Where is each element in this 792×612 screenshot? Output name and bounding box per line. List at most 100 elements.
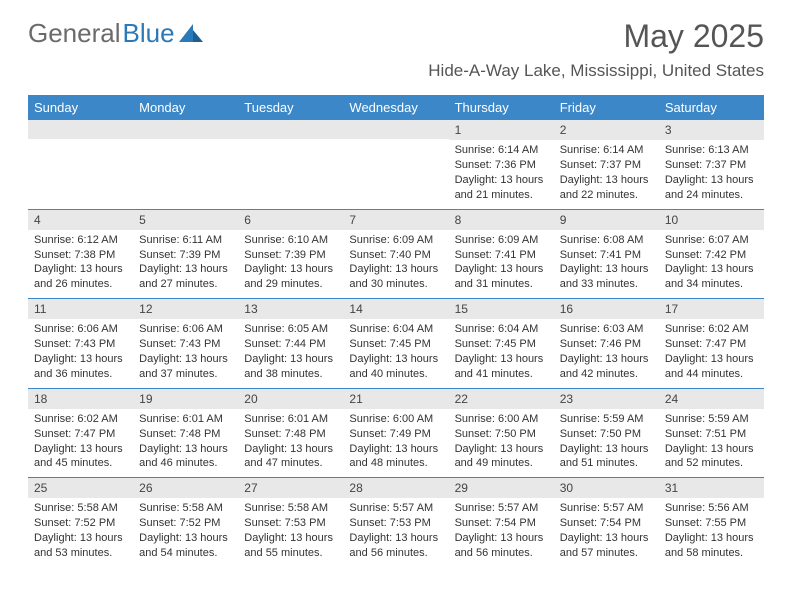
day-number	[28, 120, 133, 139]
day-cell: 18Sunrise: 6:02 AMSunset: 7:47 PMDayligh…	[28, 389, 133, 478]
day-cell: 24Sunrise: 5:59 AMSunset: 7:51 PMDayligh…	[659, 389, 764, 478]
sunset-text: Sunset: 7:43 PM	[34, 337, 127, 352]
sunset-text: Sunset: 7:37 PM	[560, 158, 653, 173]
logo: GeneralBlue	[28, 18, 205, 49]
day-number: 13	[238, 299, 343, 319]
day-header-saturday: Saturday	[659, 95, 764, 120]
day-number: 26	[133, 478, 238, 498]
month-title: May 2025	[428, 18, 764, 55]
day-number: 7	[343, 210, 448, 230]
day-cell: 16Sunrise: 6:03 AMSunset: 7:46 PMDayligh…	[554, 299, 659, 388]
day-cell: 26Sunrise: 5:58 AMSunset: 7:52 PMDayligh…	[133, 478, 238, 567]
daylight1-text: Daylight: 13 hours	[244, 352, 337, 367]
day-content: Sunrise: 5:59 AMSunset: 7:50 PMDaylight:…	[554, 409, 659, 477]
day-number: 29	[449, 478, 554, 498]
day-number	[238, 120, 343, 139]
day-content: Sunrise: 6:03 AMSunset: 7:46 PMDaylight:…	[554, 319, 659, 387]
day-cell	[238, 120, 343, 209]
daylight2-text: and 36 minutes.	[34, 367, 127, 382]
day-content: Sunrise: 6:04 AMSunset: 7:45 PMDaylight:…	[343, 319, 448, 387]
daylight1-text: Daylight: 13 hours	[560, 173, 653, 188]
sunrise-text: Sunrise: 6:14 AM	[455, 143, 548, 158]
day-number: 15	[449, 299, 554, 319]
daylight1-text: Daylight: 13 hours	[455, 442, 548, 457]
day-cell	[343, 120, 448, 209]
sunrise-text: Sunrise: 6:08 AM	[560, 233, 653, 248]
sunrise-text: Sunrise: 6:02 AM	[665, 322, 758, 337]
daylight1-text: Daylight: 13 hours	[665, 173, 758, 188]
header: GeneralBlue May 2025 Hide-A-Way Lake, Mi…	[0, 0, 792, 87]
day-cell: 2Sunrise: 6:14 AMSunset: 7:37 PMDaylight…	[554, 120, 659, 209]
day-content: Sunrise: 6:09 AMSunset: 7:41 PMDaylight:…	[449, 230, 554, 298]
daylight2-text: and 29 minutes.	[244, 277, 337, 292]
day-cell: 1Sunrise: 6:14 AMSunset: 7:36 PMDaylight…	[449, 120, 554, 209]
day-cell: 28Sunrise: 5:57 AMSunset: 7:53 PMDayligh…	[343, 478, 448, 567]
day-cell: 3Sunrise: 6:13 AMSunset: 7:37 PMDaylight…	[659, 120, 764, 209]
day-number: 6	[238, 210, 343, 230]
day-number: 1	[449, 120, 554, 140]
sunset-text: Sunset: 7:54 PM	[560, 516, 653, 531]
day-number	[133, 120, 238, 139]
daylight1-text: Daylight: 13 hours	[349, 531, 442, 546]
day-cell: 23Sunrise: 5:59 AMSunset: 7:50 PMDayligh…	[554, 389, 659, 478]
day-content: Sunrise: 5:57 AMSunset: 7:54 PMDaylight:…	[554, 498, 659, 566]
day-number: 24	[659, 389, 764, 409]
day-number: 12	[133, 299, 238, 319]
sunset-text: Sunset: 7:41 PM	[560, 248, 653, 263]
sunset-text: Sunset: 7:44 PM	[244, 337, 337, 352]
daylight2-text: and 56 minutes.	[455, 546, 548, 561]
daylight1-text: Daylight: 13 hours	[349, 442, 442, 457]
sunset-text: Sunset: 7:54 PM	[455, 516, 548, 531]
daylight2-text: and 49 minutes.	[455, 456, 548, 471]
sunrise-text: Sunrise: 5:57 AM	[560, 501, 653, 516]
day-number: 20	[238, 389, 343, 409]
day-content: Sunrise: 6:04 AMSunset: 7:45 PMDaylight:…	[449, 319, 554, 387]
daylight2-text: and 30 minutes.	[349, 277, 442, 292]
sunrise-text: Sunrise: 6:03 AM	[560, 322, 653, 337]
day-number: 8	[449, 210, 554, 230]
day-content: Sunrise: 5:58 AMSunset: 7:52 PMDaylight:…	[133, 498, 238, 566]
day-content: Sunrise: 6:05 AMSunset: 7:44 PMDaylight:…	[238, 319, 343, 387]
sunset-text: Sunset: 7:53 PM	[244, 516, 337, 531]
day-content: Sunrise: 6:01 AMSunset: 7:48 PMDaylight:…	[238, 409, 343, 477]
daylight2-text: and 24 minutes.	[665, 188, 758, 203]
daylight2-text: and 31 minutes.	[455, 277, 548, 292]
daylight1-text: Daylight: 13 hours	[34, 352, 127, 367]
daylight2-text: and 41 minutes.	[455, 367, 548, 382]
day-number: 9	[554, 210, 659, 230]
daylight2-text: and 55 minutes.	[244, 546, 337, 561]
day-content: Sunrise: 5:57 AMSunset: 7:53 PMDaylight:…	[343, 498, 448, 566]
day-number: 30	[554, 478, 659, 498]
sunset-text: Sunset: 7:55 PM	[665, 516, 758, 531]
sunrise-text: Sunrise: 5:59 AM	[665, 412, 758, 427]
day-content: Sunrise: 6:00 AMSunset: 7:49 PMDaylight:…	[343, 409, 448, 477]
week-row: 4Sunrise: 6:12 AMSunset: 7:38 PMDaylight…	[28, 209, 764, 299]
day-number: 27	[238, 478, 343, 498]
week-row: 25Sunrise: 5:58 AMSunset: 7:52 PMDayligh…	[28, 477, 764, 567]
sunset-text: Sunset: 7:51 PM	[665, 427, 758, 442]
daylight1-text: Daylight: 13 hours	[455, 352, 548, 367]
daylight1-text: Daylight: 13 hours	[560, 262, 653, 277]
logo-text-gray: General	[28, 18, 121, 49]
daylight1-text: Daylight: 13 hours	[244, 262, 337, 277]
daylight1-text: Daylight: 13 hours	[139, 531, 232, 546]
daylight2-text: and 22 minutes.	[560, 188, 653, 203]
sunrise-text: Sunrise: 5:58 AM	[34, 501, 127, 516]
day-header-tuesday: Tuesday	[238, 95, 343, 120]
day-cell: 27Sunrise: 5:58 AMSunset: 7:53 PMDayligh…	[238, 478, 343, 567]
daylight1-text: Daylight: 13 hours	[455, 531, 548, 546]
daylight1-text: Daylight: 13 hours	[34, 531, 127, 546]
day-cell: 19Sunrise: 6:01 AMSunset: 7:48 PMDayligh…	[133, 389, 238, 478]
day-content: Sunrise: 5:56 AMSunset: 7:55 PMDaylight:…	[659, 498, 764, 566]
sunset-text: Sunset: 7:48 PM	[139, 427, 232, 442]
sunrise-text: Sunrise: 6:01 AM	[139, 412, 232, 427]
day-number: 25	[28, 478, 133, 498]
day-cell: 15Sunrise: 6:04 AMSunset: 7:45 PMDayligh…	[449, 299, 554, 388]
sunrise-text: Sunrise: 6:02 AM	[34, 412, 127, 427]
daylight2-text: and 45 minutes.	[34, 456, 127, 471]
sunset-text: Sunset: 7:40 PM	[349, 248, 442, 263]
sunset-text: Sunset: 7:39 PM	[244, 248, 337, 263]
day-number: 10	[659, 210, 764, 230]
daylight2-text: and 27 minutes.	[139, 277, 232, 292]
daylight2-text: and 21 minutes.	[455, 188, 548, 203]
